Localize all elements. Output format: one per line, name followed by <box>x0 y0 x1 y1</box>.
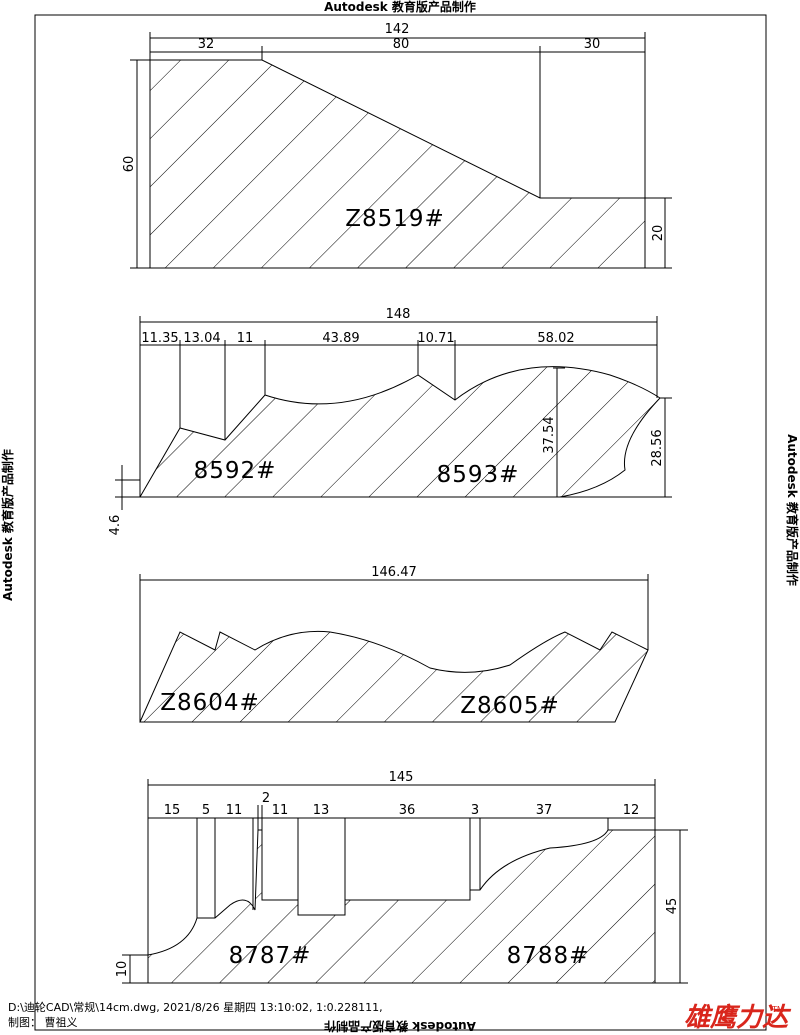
watermark: Autodesk 教育版产品制作 <box>324 0 476 14</box>
dim: 15 <box>164 803 181 818</box>
dim: 37.54 <box>542 416 557 453</box>
profile-1: 142 32 80 30 60 20 Z8519# <box>122 22 672 269</box>
dim: 36 <box>399 803 416 818</box>
author: 制图： 曹祖义 <box>8 1015 78 1029</box>
dim: 10.71 <box>417 331 454 346</box>
dim: 20 <box>651 225 666 242</box>
dim: 43.89 <box>322 331 359 346</box>
file-info: D:\迪轮CAD\常规\14cm.dwg, 2021/8/26 星期四 13:1… <box>8 1000 383 1014</box>
dim: 60 <box>122 156 137 173</box>
logo: 雄鹰力达 <box>684 1003 792 1033</box>
dim-lines <box>130 32 672 269</box>
profile-label: Z8519# <box>345 206 445 232</box>
dim: 148 <box>386 307 411 322</box>
profile-label: 8788# <box>507 943 590 969</box>
dim: 37 <box>536 803 553 818</box>
watermark: Autodesk 教育版产品制作 <box>0 449 15 601</box>
watermark: Autodesk 教育版产品制作 <box>324 1019 476 1034</box>
dim: 146.47 <box>371 565 417 580</box>
dim: 32 <box>198 37 215 52</box>
profile-label: Z8605# <box>460 693 560 719</box>
profile-label: 8787# <box>229 943 312 969</box>
dim: 11 <box>272 803 289 818</box>
dim: 3 <box>471 803 479 818</box>
dim: 2 <box>262 791 270 806</box>
watermark: Autodesk 教育版产品制作 <box>785 434 800 586</box>
dim: 58.02 <box>537 331 574 346</box>
dim: 11.35 <box>141 331 178 346</box>
dim: 4.6 <box>108 515 123 536</box>
section <box>139 366 661 498</box>
dim-lines <box>122 779 688 984</box>
dim: 11 <box>226 803 243 818</box>
profile-label: 8593# <box>437 462 520 488</box>
profile-4: 145 15 5 11 2 11 13 36 3 37 12 45 10 878… <box>115 770 688 984</box>
dim: 30 <box>584 37 601 52</box>
dim: 145 <box>389 770 414 785</box>
frame <box>34 14 767 1031</box>
dim: 45 <box>665 898 680 915</box>
profile-label: 8592# <box>194 458 277 484</box>
section <box>149 59 646 269</box>
dim: 12 <box>623 803 640 818</box>
dim-lines <box>139 574 649 722</box>
profile-3: 146.47 Z8604# Z8605# <box>139 565 649 723</box>
profile-2: 148 11.35 13.04 11 43.89 10.71 58.02 37.… <box>108 307 672 535</box>
dim: 142 <box>385 22 410 37</box>
dim: 80 <box>393 37 410 52</box>
dim: 10 <box>115 961 130 978</box>
dim: 5 <box>202 803 210 818</box>
dim: 13 <box>313 803 330 818</box>
logo-tm: TM <box>771 1005 784 1014</box>
section <box>139 630 649 723</box>
dim-lines <box>115 316 672 510</box>
dim: 13.04 <box>183 331 220 346</box>
profile-label: Z8604# <box>160 690 260 716</box>
dim: 11 <box>237 331 254 346</box>
dim: 28.56 <box>650 429 665 466</box>
